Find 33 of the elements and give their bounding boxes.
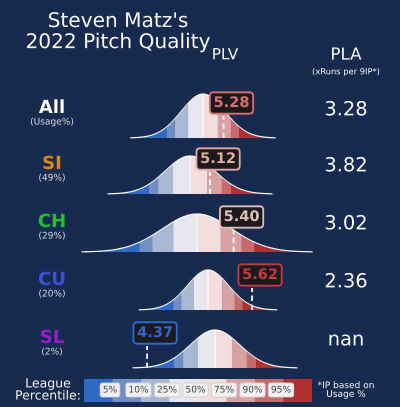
text: 50%: [186, 386, 206, 393]
data-label: 2.36: [326, 272, 366, 288]
text: (Usage%): [30, 118, 74, 126]
data-label: 5.28: [214, 96, 249, 108]
text: PLA: [332, 47, 362, 60]
text: (29%): [39, 232, 65, 240]
text: (20%): [39, 290, 65, 298]
data-label: 3.82: [326, 156, 366, 172]
text: (2%): [42, 348, 62, 356]
text: 75%: [214, 386, 234, 393]
text: PLV: [213, 48, 238, 60]
data-label: 3.28: [326, 100, 366, 116]
text: 25%: [158, 386, 177, 393]
legend-title: League Percentile:: [16, 378, 80, 400]
category-label: CH: [38, 214, 65, 228]
category-label: All: [38, 99, 64, 113]
data-label: 5.62: [243, 268, 277, 280]
text: (xRuns per 9IP*): [312, 68, 380, 76]
text: *IP based on Usage %: [318, 381, 374, 399]
text: nan: [329, 334, 363, 346]
category-label: CU: [38, 272, 64, 286]
text: 95%: [272, 386, 291, 393]
data-label: 5.40: [224, 210, 259, 222]
category-label: SI: [43, 156, 60, 170]
text: 5%: [104, 386, 117, 393]
text: Steven Matz's 2022 Pitch Quality: [26, 12, 210, 52]
text: 90%: [243, 386, 262, 393]
category-label: SL: [41, 330, 64, 344]
text: (49%): [39, 174, 65, 182]
text: 10%: [129, 386, 148, 393]
data-label: 4.37: [138, 326, 172, 338]
data-label: 5.12: [201, 152, 235, 164]
data-label: 3.02: [326, 214, 366, 230]
